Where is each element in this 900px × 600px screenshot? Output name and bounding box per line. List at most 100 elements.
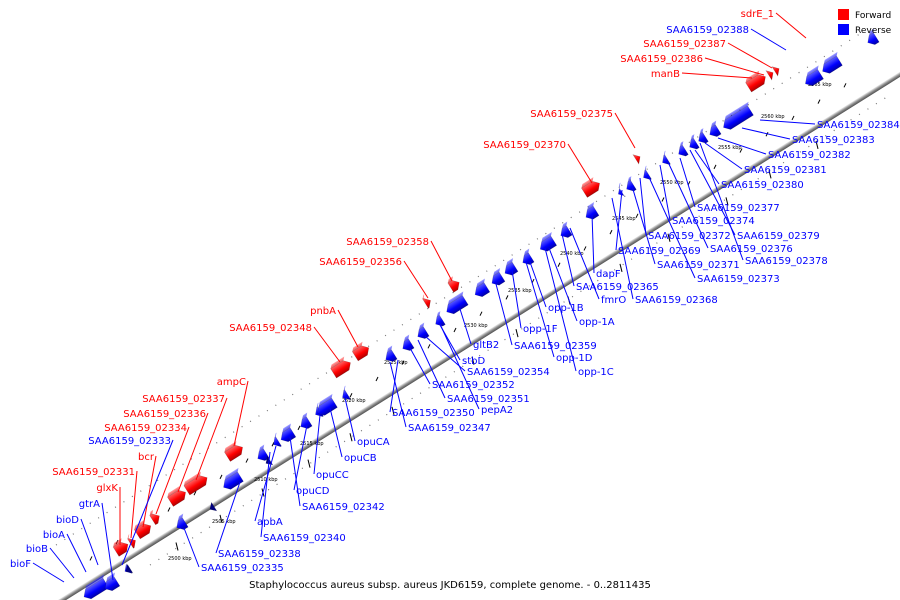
reverse-gene-arrow xyxy=(805,65,824,87)
scale-tick xyxy=(725,197,729,206)
reverse-gene-label-leader xyxy=(689,149,736,236)
reverse-gene-label-leader xyxy=(529,261,547,308)
forward-gene-label: SAA6159_02336 xyxy=(123,409,206,420)
reverse-gene-arrow xyxy=(280,423,297,442)
reverse-gene-label-leader xyxy=(66,533,87,573)
reverse-gene-label: SAA6159_02371 xyxy=(657,260,740,271)
ring-tick xyxy=(739,148,743,153)
reverse-gene-label: SAA6159_02333 xyxy=(88,436,171,447)
forward-gene-label-leader xyxy=(313,326,341,363)
forward-gene-label: SAA6159_02386 xyxy=(620,54,703,65)
scale-tick xyxy=(307,459,311,468)
reverse-gene-arrow xyxy=(698,128,709,144)
forward-gene-label-leader xyxy=(567,143,593,184)
reverse-gene-label: SAA6159_02378 xyxy=(745,256,828,267)
reverse-gene-arrow xyxy=(385,345,398,362)
reverse-gene-label-leader xyxy=(759,119,816,125)
reverse-gene-label: SAA6159_02351 xyxy=(447,394,530,405)
reverse-gene-label-leader xyxy=(389,361,407,428)
reverse-gene-arrow xyxy=(474,278,491,297)
reverse-gene-label-leader xyxy=(699,142,744,261)
reverse-gene-label: SAA6159_02388 xyxy=(666,25,749,36)
ring-tick xyxy=(817,99,821,104)
reverse-gene-label: bioA xyxy=(43,530,65,541)
scale-tick xyxy=(619,263,623,272)
reverse-gene-label: SAA6159_02335 xyxy=(201,563,284,574)
scale-tick-label: 2515 kbp xyxy=(300,441,324,447)
reverse-gene-label-leader xyxy=(569,227,600,300)
ring-tick xyxy=(297,425,301,431)
forward-gene-arrow xyxy=(632,150,641,165)
reverse-gene-arrow xyxy=(560,221,573,238)
scale-ticks: 2500 kbp 2505 kbp 2510 kbp 2515 kbp 2520 kbp… xyxy=(89,82,847,562)
forward-gene-label-leader xyxy=(704,57,765,76)
forward-gene-arrow xyxy=(745,70,766,93)
ring-tick xyxy=(713,164,717,170)
forward-gene-label-leader xyxy=(727,42,773,69)
forward-gene-arrow xyxy=(422,294,431,309)
reverse-gene-label: opp-1C xyxy=(578,367,614,378)
forward-gene-label-leader xyxy=(195,397,228,481)
reverse-gene-label-leader xyxy=(289,436,301,507)
forward-gene-label-leader xyxy=(614,112,636,149)
feature-layer xyxy=(83,28,880,600)
scale-tick xyxy=(515,328,519,338)
forward-gene-label-leader xyxy=(337,309,359,348)
reverse-gene-arrow xyxy=(342,385,351,400)
forward-gene-arrow xyxy=(581,177,600,198)
forward-gene-label-leader xyxy=(155,426,190,515)
scale-tick xyxy=(175,542,179,551)
scale-tick xyxy=(219,514,223,523)
reverse-gene-label-leader xyxy=(511,269,522,329)
reverse-gene-arrow xyxy=(522,248,535,265)
reverse-gene-label: pepA2 xyxy=(481,405,513,416)
reverse-gene-label-leader xyxy=(667,161,709,249)
forward-gene-label-leader xyxy=(403,260,429,299)
forward-gene-label: bcr xyxy=(138,452,155,463)
scale-tick-label: 2550 kbp xyxy=(660,180,684,186)
reverse-gene-label: SAA6159_02373 xyxy=(697,274,780,285)
reverse-gene-label-leader xyxy=(417,339,446,399)
reverse-gene-label: gtrA xyxy=(79,499,100,510)
forward-gene-label-leader xyxy=(775,12,807,39)
ring-tick xyxy=(583,246,587,251)
reverse-gene-arrow xyxy=(867,28,880,45)
ring-tick xyxy=(609,229,613,235)
reverse-gene-arrow xyxy=(585,202,600,220)
scale-tick xyxy=(349,433,353,442)
reverse-gene-label: SAA6159_02342 xyxy=(302,502,385,513)
reverse-gene-arrow xyxy=(643,165,652,180)
ring-tick xyxy=(791,115,795,121)
forward-gene-label: SAA6159_02331 xyxy=(52,467,135,478)
forward-gene-arrow xyxy=(351,341,370,362)
reverse-gene-label: gltB2 xyxy=(473,340,499,351)
reverse-gene-label: opp-1F xyxy=(523,324,558,335)
forward-gene-label: manB xyxy=(651,69,680,80)
reverse-gene-label-leader xyxy=(101,502,114,581)
ring-tick xyxy=(193,490,197,496)
reverse-gene-label-leader xyxy=(741,127,791,140)
forward-gene-label-leader xyxy=(681,72,753,79)
reverse-gene-arrow xyxy=(678,141,689,157)
reverse-gene-label: SAA6159_02383 xyxy=(792,135,875,146)
reverse-gene-label: stbD xyxy=(462,356,485,367)
reverse-gene-label: SAA6159_02372 xyxy=(648,231,731,242)
reverse-gene-label-leader xyxy=(679,157,696,208)
reverse-gene-label: SAA6159_02381 xyxy=(744,165,827,176)
reverse-gene-arrow xyxy=(104,572,121,591)
forward-gene-label: pnbA xyxy=(310,306,336,317)
gene-labels: sdrE_1 SAA6159_02387 SAA6159_02386 manB SAA6… xyxy=(10,9,900,574)
label-leaders xyxy=(32,12,816,583)
reverse-gene-label-leader xyxy=(647,174,696,279)
reverse-gene-label: SAA6159_02350 xyxy=(392,408,475,419)
reverse-gene-label-leader xyxy=(639,177,647,236)
ring-tick xyxy=(843,83,847,88)
reverse-gene-label: SAA6159_02368 xyxy=(635,295,718,306)
forward-gene-label-leader xyxy=(142,455,157,528)
reverse-gene-label: SAA6159_02340 xyxy=(263,533,346,544)
forward-gene-arrow xyxy=(127,534,136,549)
forward-gene-label-leader xyxy=(233,380,249,447)
scale-tick-label: 2540 kbp xyxy=(560,251,584,257)
reverse-gene-arrow xyxy=(257,444,270,461)
